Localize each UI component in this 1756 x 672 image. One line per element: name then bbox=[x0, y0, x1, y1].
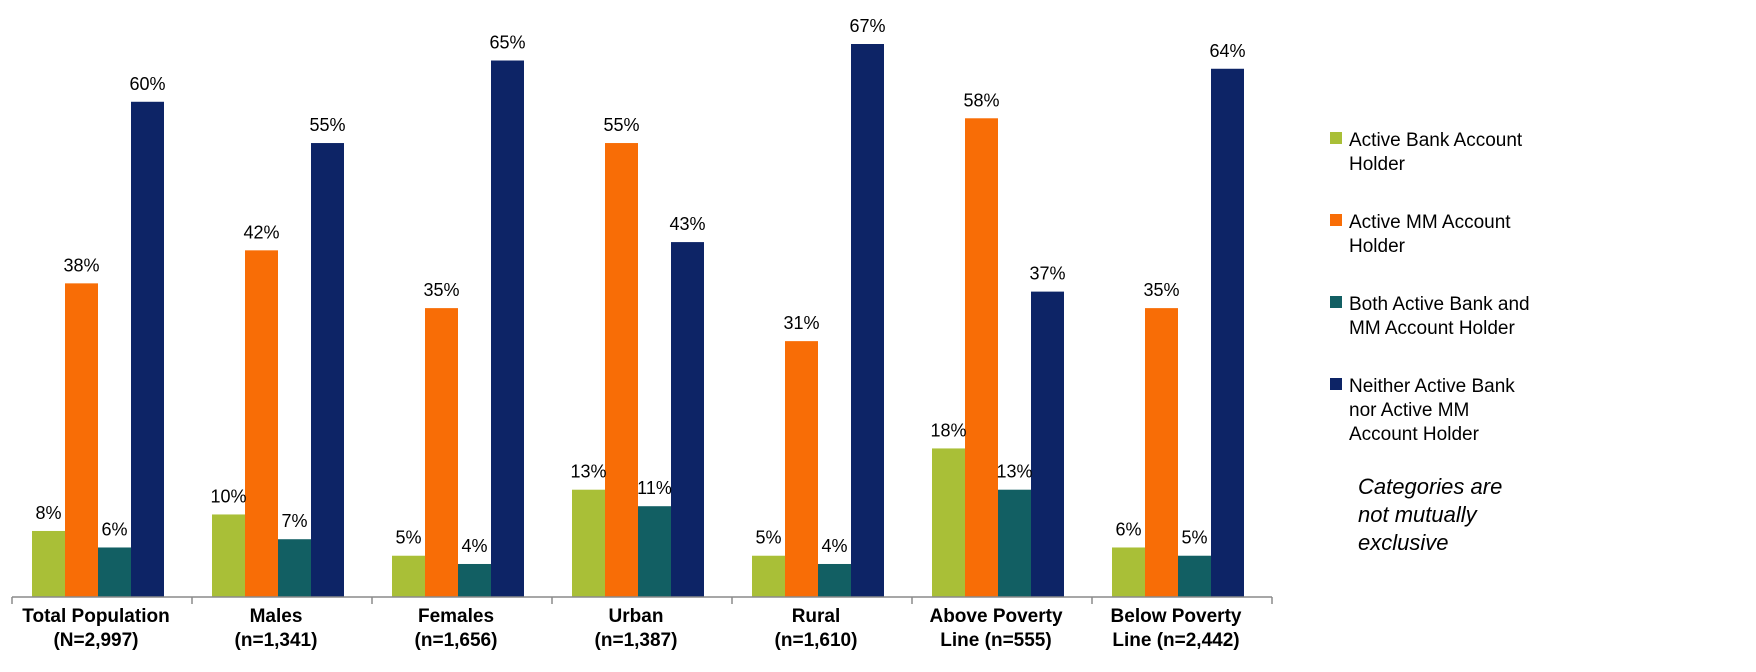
footnote: Categories are not mutually exclusive bbox=[1358, 474, 1502, 555]
category-label: Males bbox=[250, 606, 303, 627]
legend-label: MM Account Holder bbox=[1349, 318, 1515, 339]
x-axis bbox=[11, 596, 1273, 604]
bar-series-1-category-5 bbox=[752, 555, 785, 597]
bars-layer bbox=[32, 44, 1244, 598]
legend-label: Both Active Bank and bbox=[1349, 294, 1530, 315]
data-label: 10% bbox=[210, 486, 246, 506]
bar-series-1-category-4 bbox=[572, 489, 605, 597]
data-label: 58% bbox=[963, 90, 999, 110]
bar-series-2-category-1 bbox=[65, 283, 98, 597]
bar-series-3-category-6 bbox=[998, 489, 1031, 597]
data-label: 35% bbox=[1143, 280, 1179, 300]
footnote-line: exclusive bbox=[1358, 530, 1448, 555]
category-label: Females bbox=[418, 606, 494, 627]
bar-series-2-category-2 bbox=[245, 250, 278, 598]
legend-label: nor Active MM bbox=[1349, 400, 1469, 421]
data-label: 55% bbox=[603, 115, 639, 135]
legend-label: Account Holder bbox=[1349, 424, 1480, 445]
legend-label: Active MM Account bbox=[1349, 212, 1511, 233]
bar-series-2-category-3 bbox=[425, 308, 458, 597]
legend-label: Holder bbox=[1349, 154, 1406, 175]
data-label: 60% bbox=[129, 74, 165, 94]
bar-series-3-category-2 bbox=[278, 539, 311, 597]
bar-series-3-category-3 bbox=[458, 563, 491, 597]
bar-series-4-category-2 bbox=[311, 143, 344, 597]
category-label: Rural bbox=[792, 606, 841, 627]
category-label: (n=1,656) bbox=[415, 630, 498, 651]
category-label: (n=1,610) bbox=[775, 630, 858, 651]
bar-series-4-category-6 bbox=[1031, 291, 1064, 597]
bar-series-1-category-1 bbox=[32, 530, 65, 597]
data-label: 4% bbox=[461, 536, 487, 556]
category-label: Above Poverty bbox=[929, 606, 1062, 627]
data-label: 8% bbox=[35, 503, 61, 523]
footnote-line: not mutually bbox=[1358, 502, 1479, 527]
bar-series-3-category-1 bbox=[98, 547, 131, 597]
data-label: 18% bbox=[930, 420, 966, 440]
legend: Active Bank Account Holder Active MM Accou… bbox=[1330, 130, 1530, 445]
category-label: (N=2,997) bbox=[53, 630, 138, 651]
legend-label: Holder bbox=[1349, 236, 1406, 257]
value-labels-layer: 8% 38% 6% 60% 10% 42% 7% 55% 5% 35% 4% 65% 13% 55% 11%… bbox=[35, 16, 1245, 556]
legend-swatch bbox=[1330, 378, 1342, 390]
bar-series-4-category-3 bbox=[491, 60, 524, 598]
data-label: 6% bbox=[101, 519, 127, 539]
data-label: 38% bbox=[63, 255, 99, 275]
data-label: 31% bbox=[783, 313, 819, 333]
bar-series-2-category-4 bbox=[605, 143, 638, 597]
data-label: 65% bbox=[489, 33, 525, 53]
legend-swatch bbox=[1330, 132, 1342, 144]
category-label: (n=1,387) bbox=[595, 630, 678, 651]
data-label: 13% bbox=[570, 462, 606, 482]
data-label: 5% bbox=[1181, 528, 1207, 548]
data-label: 43% bbox=[669, 214, 705, 234]
category-label: Urban bbox=[609, 606, 664, 627]
bar-series-2-category-6 bbox=[965, 118, 998, 598]
data-label: 37% bbox=[1029, 264, 1065, 284]
data-label: 6% bbox=[1115, 519, 1141, 539]
category-label: Total Population bbox=[22, 606, 169, 627]
bar-series-2-category-5 bbox=[785, 341, 818, 597]
legend-label: Neither Active Bank bbox=[1349, 376, 1515, 397]
bar-series-1-category-6 bbox=[932, 448, 965, 597]
category-label: Below Poverty bbox=[1111, 606, 1242, 627]
category-label: Line (n=555) bbox=[940, 630, 1051, 651]
data-label: 5% bbox=[395, 528, 421, 548]
legend-label: Active Bank Account bbox=[1349, 130, 1523, 151]
legend-swatch bbox=[1330, 214, 1342, 226]
category-labels-layer: Total Population (N=2,997) Males (n=1,341) F… bbox=[22, 606, 1242, 651]
bar-series-4-category-4 bbox=[671, 242, 704, 598]
data-label: 35% bbox=[423, 280, 459, 300]
bar-series-4-category-5 bbox=[851, 44, 884, 597]
footnote-line: Categories are bbox=[1358, 474, 1502, 499]
bar-series-4-category-7 bbox=[1211, 68, 1244, 598]
data-label: 42% bbox=[243, 222, 279, 242]
data-label: 4% bbox=[821, 536, 847, 556]
category-label: (n=1,341) bbox=[235, 630, 318, 651]
bar-series-4-category-1 bbox=[131, 101, 164, 597]
bar-series-3-category-7 bbox=[1178, 555, 1211, 597]
data-label: 64% bbox=[1209, 41, 1245, 61]
data-label: 5% bbox=[755, 528, 781, 548]
data-label: 13% bbox=[996, 462, 1032, 482]
bar-series-3-category-4 bbox=[638, 506, 671, 597]
data-label: 67% bbox=[849, 16, 885, 36]
bar-series-1-category-7 bbox=[1112, 547, 1145, 597]
data-label: 7% bbox=[281, 511, 307, 531]
data-label: 55% bbox=[309, 115, 345, 135]
bar-series-1-category-2 bbox=[212, 514, 245, 597]
category-label: Line (n=2,442) bbox=[1112, 630, 1239, 651]
bar-series-1-category-3 bbox=[392, 555, 425, 597]
bar-series-2-category-7 bbox=[1145, 308, 1178, 597]
bar-series-3-category-5 bbox=[818, 563, 851, 597]
legend-swatch bbox=[1330, 296, 1342, 308]
data-label: 11% bbox=[637, 478, 672, 498]
